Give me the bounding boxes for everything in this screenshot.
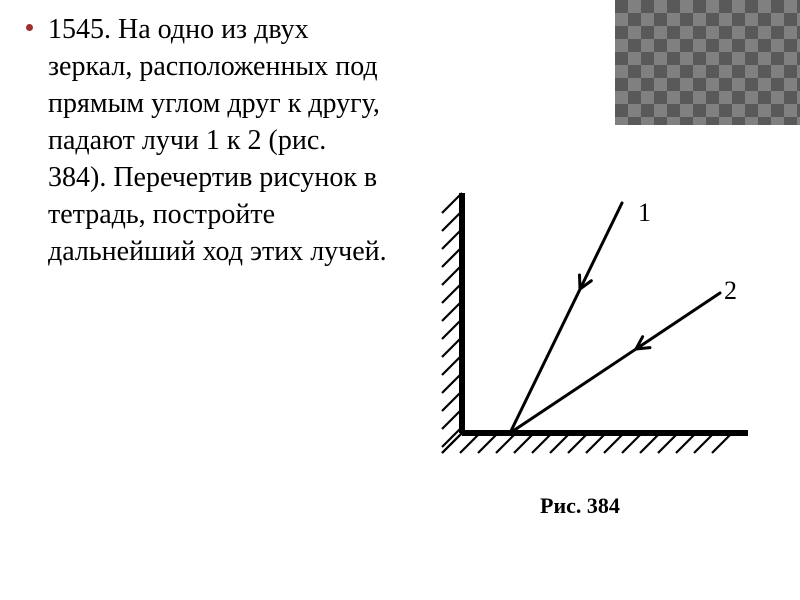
- problem-text: На одно из двух зеркал, расположенных по…: [48, 14, 387, 267]
- problem-paragraph: 1545. На одно из двух зеркал, расположен…: [48, 12, 388, 271]
- checker-pattern: [615, 0, 800, 125]
- svg-text:2: 2: [724, 276, 737, 305]
- problem-text-block: 1545. На одно из двух зеркал, расположен…: [48, 12, 388, 271]
- bullet-icon: [26, 24, 33, 31]
- svg-text:1: 1: [638, 198, 651, 227]
- mirror-diagram: 12: [410, 175, 750, 475]
- figure-caption: Рис. 384: [410, 493, 750, 519]
- figure-block: 12 Рис. 384: [410, 175, 750, 575]
- problem-number: 1545.: [48, 14, 111, 45]
